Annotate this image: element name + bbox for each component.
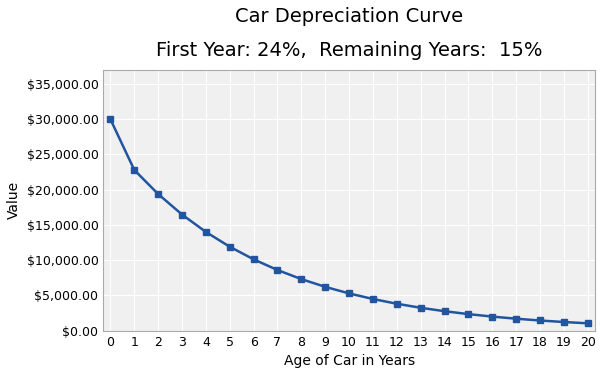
X-axis label: Age of Car in Years: Age of Car in Years	[283, 354, 415, 368]
Title: Car Depreciation Curve
First Year: 24%,  Remaining Years:  15%: Car Depreciation Curve First Year: 24%, …	[156, 7, 542, 60]
Y-axis label: Value: Value	[7, 181, 21, 219]
